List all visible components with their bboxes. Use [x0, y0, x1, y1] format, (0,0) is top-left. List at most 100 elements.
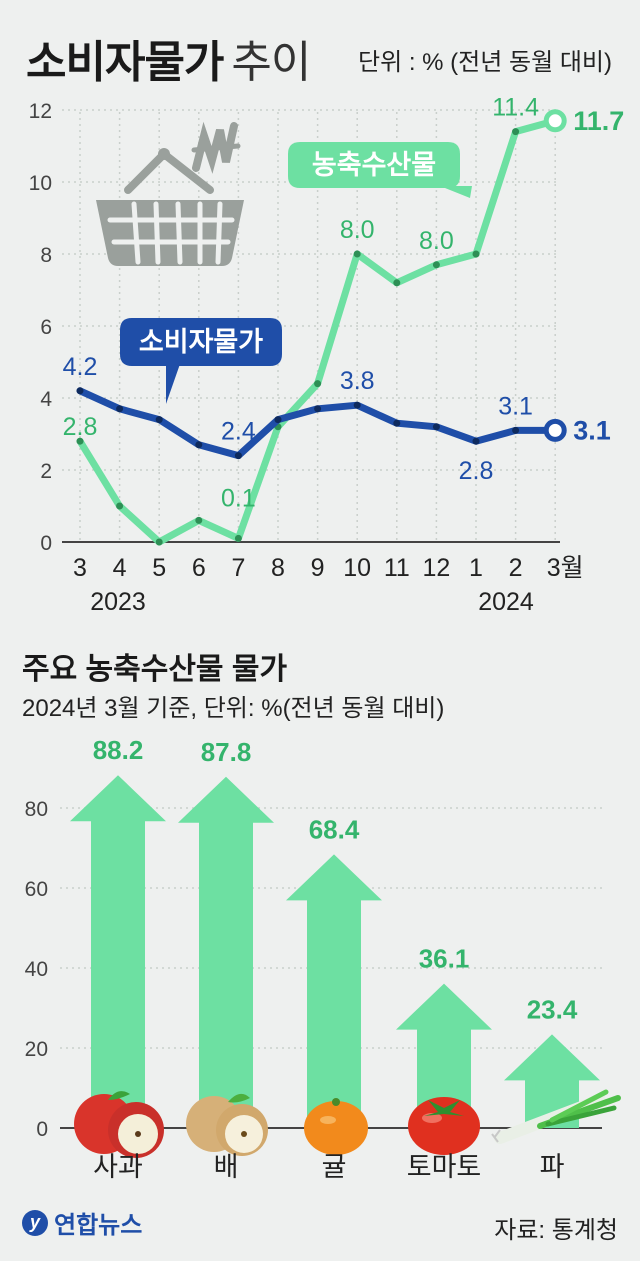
y-tick-label: 2 [40, 460, 52, 483]
value-label: 88.2 [93, 735, 144, 765]
publisher-logo: y 연합뉴스 [22, 1205, 142, 1240]
end-point-marker [543, 418, 567, 442]
value-label: 87.8 [201, 737, 252, 767]
x-tick-label: 11 [384, 554, 410, 582]
x-tick-label: 7 [231, 554, 245, 582]
x-tick-label: 3 [73, 554, 87, 582]
category-label: 배 [214, 1152, 239, 1182]
data-point [76, 387, 84, 395]
pear-icon [186, 1093, 268, 1156]
series-callout-green: 농축수산물 [288, 142, 472, 198]
bar-chart-title: 주요 농축수산물 물가 [22, 653, 288, 686]
y-tick-label: 20 [25, 1038, 48, 1061]
data-point [195, 441, 203, 449]
data-point [393, 419, 401, 427]
line-chart-unit: 단위 : % (전년 동월 대비) [358, 49, 612, 76]
data-point [512, 128, 520, 136]
y-tick-label: 40 [25, 958, 48, 981]
series-callout-blue: 소비자물가 [120, 318, 282, 404]
data-point [195, 516, 203, 524]
basket-icon [96, 121, 244, 266]
x-tick-label: 3월 [547, 554, 584, 582]
data-label: 8.0 [340, 216, 375, 244]
y-tick-label: 8 [40, 244, 52, 267]
y-tick-label: 80 [25, 798, 48, 821]
data-point [234, 452, 242, 460]
value-label: 23.4 [527, 994, 578, 1024]
x-tick-label: 4 [113, 554, 127, 582]
data-point [274, 416, 282, 424]
y-tick-label: 10 [29, 172, 52, 195]
logo-mark-icon: y [22, 1209, 48, 1236]
data-point [116, 502, 124, 510]
data-label: 11.4 [492, 94, 539, 122]
data-point [116, 405, 124, 413]
chart-subtitle: 추이 [231, 38, 311, 87]
data-label: 2.4 [221, 418, 256, 446]
data-point [155, 538, 163, 546]
x-tick-label: 5 [152, 554, 166, 582]
category-label: 귤 [322, 1152, 347, 1182]
apple-icon [74, 1091, 164, 1158]
y-tick-label: 0 [36, 1118, 48, 1141]
produce-icons [74, 1089, 621, 1158]
x-tick-label: 8 [271, 554, 285, 582]
data-label: 0.1 [221, 484, 256, 512]
data-point [432, 261, 440, 269]
data-label: 3.1 [498, 392, 533, 420]
x-tick-label: 6 [192, 554, 206, 582]
source-note: 자료: 통계청 [494, 1217, 618, 1244]
y-tick-label: 0 [40, 532, 52, 555]
data-point [234, 534, 242, 542]
data-label: 8.0 [419, 227, 454, 255]
value-label: 68.4 [309, 814, 360, 844]
end-point-marker [543, 109, 567, 133]
year-label: 2024 [478, 588, 534, 616]
data-point [432, 423, 440, 431]
y-tick-label: 12 [29, 100, 52, 123]
data-point [353, 250, 361, 258]
data-label: 11.7 [573, 106, 624, 136]
data-label: 2.8 [63, 413, 98, 441]
y-tick-label: 60 [25, 878, 48, 901]
x-tick-label: 10 [343, 554, 371, 582]
bar-chart: 0 20 40 60 80 [25, 735, 621, 1182]
y-tick-label: 4 [40, 388, 52, 411]
x-tick-label: 1 [469, 554, 483, 582]
svg-text:농축수산물: 농축수산물 [312, 150, 436, 180]
bar-arrow [286, 854, 382, 1128]
data-label: 3.8 [340, 367, 375, 395]
category-label: 파 [540, 1152, 565, 1182]
tomato-icon [408, 1097, 480, 1155]
bar-arrow [70, 775, 166, 1128]
category-label: 토마토 [407, 1152, 482, 1182]
y-tick-label: 6 [40, 316, 52, 339]
bar-arrow [178, 776, 274, 1128]
data-label: 3.1 [573, 415, 611, 445]
data-point [155, 416, 163, 424]
data-point [76, 437, 84, 445]
bar-arrow [396, 983, 492, 1128]
data-point [472, 437, 480, 445]
year-label: 2023 [90, 588, 146, 616]
data-point [314, 405, 322, 413]
data-point [353, 401, 361, 409]
x-tick-label: 2 [509, 554, 523, 582]
x-tick-label: 9 [311, 554, 325, 582]
logo-text: 연합뉴스 [54, 1212, 143, 1239]
chart-title: 소비자물가 추이 [26, 38, 311, 87]
data-point [512, 426, 520, 434]
x-tick-label: 12 [422, 554, 450, 582]
tangerine-icon [304, 1098, 368, 1155]
bar-chart-unit: 2024년 3월 기준, 단위: %(전년 동월 대비) [22, 695, 445, 722]
category-label: 사과 [93, 1152, 143, 1182]
data-label: 2.8 [459, 457, 494, 485]
data-point [472, 250, 480, 258]
data-label: 4.2 [63, 353, 98, 381]
data-point [314, 380, 322, 388]
svg-text:소비자물가: 소비자물가 [139, 327, 263, 357]
data-point [393, 279, 401, 287]
green-onion-icon [491, 1089, 621, 1144]
